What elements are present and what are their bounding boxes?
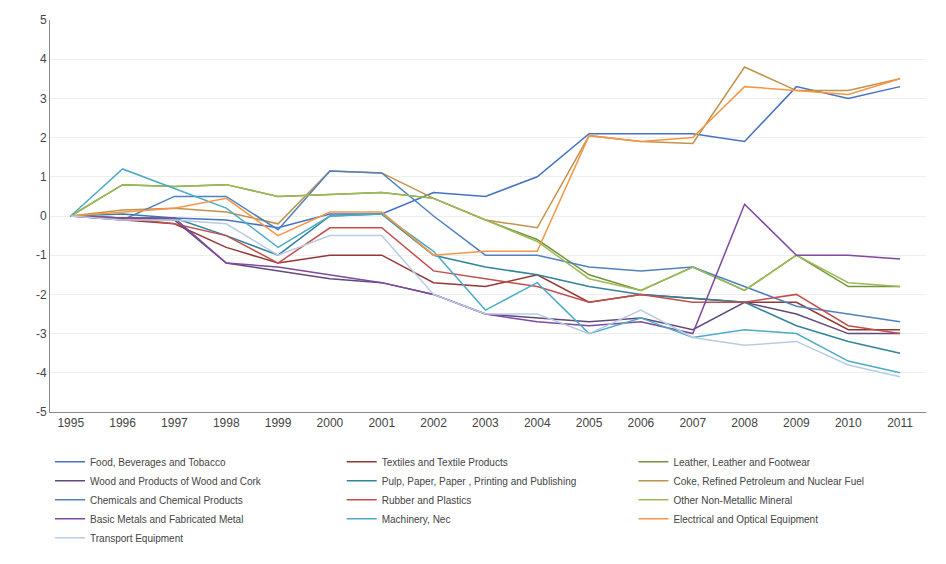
svg-text:Electrical and Optical Equipme: Electrical and Optical Equipment [673,514,818,525]
svg-text:3: 3 [40,92,47,106]
svg-text:1995: 1995 [57,416,84,430]
svg-text:2003: 2003 [472,416,499,430]
svg-text:Chemicals and Chemical Product: Chemicals and Chemical Products [90,495,243,506]
svg-text:2011: 2011 [887,416,913,430]
svg-text:2: 2 [40,131,47,145]
svg-text:2002: 2002 [420,416,447,430]
svg-text:Other Non-Metallic Mineral: Other Non-Metallic Mineral [673,495,792,506]
svg-text:2010: 2010 [835,416,862,430]
svg-text:-4: -4 [36,366,47,380]
svg-text:1999: 1999 [265,416,292,430]
svg-text:1997: 1997 [161,416,188,430]
svg-text:4: 4 [40,52,47,66]
svg-text:Wood and Products of Wood and: Wood and Products of Wood and Cork [90,476,262,487]
svg-text:1996: 1996 [109,416,136,430]
svg-text:Pulp, Paper, Paper , Printing: Pulp, Paper, Paper , Printing and Publis… [382,476,577,487]
svg-text:1998: 1998 [213,416,240,430]
svg-text:-1: -1 [36,248,47,262]
svg-text:Leather, Leather and Footwear: Leather, Leather and Footwear [673,457,810,468]
svg-text:2006: 2006 [628,416,655,430]
svg-text:-3: -3 [36,327,47,341]
svg-text:1: 1 [40,170,47,184]
svg-text:Textiles and Textile Products: Textiles and Textile Products [382,457,508,468]
svg-text:5: 5 [40,13,47,27]
svg-text:Rubber and Plastics: Rubber and Plastics [382,495,472,506]
svg-text:-2: -2 [36,288,47,302]
svg-text:Basic Metals and Fabricated Me: Basic Metals and Fabricated Metal [90,514,243,525]
svg-text:2005: 2005 [576,416,603,430]
svg-text:Coke, Refined Petroleum and Nu: Coke, Refined Petroleum and Nuclear Fuel [673,476,864,487]
svg-text:2000: 2000 [317,416,344,430]
svg-text:2004: 2004 [524,416,551,430]
svg-text:2009: 2009 [783,416,810,430]
svg-text:Food, Beverages and Tobacco: Food, Beverages and Tobacco [90,457,226,468]
svg-text:2008: 2008 [731,416,758,430]
svg-text:Machinery, Nec: Machinery, Nec [382,514,451,525]
svg-text:-5: -5 [36,405,47,419]
svg-text:2001: 2001 [368,416,395,430]
svg-text:2007: 2007 [679,416,706,430]
svg-text:Transport Equipment: Transport Equipment [90,533,183,544]
svg-text:0: 0 [40,209,47,223]
